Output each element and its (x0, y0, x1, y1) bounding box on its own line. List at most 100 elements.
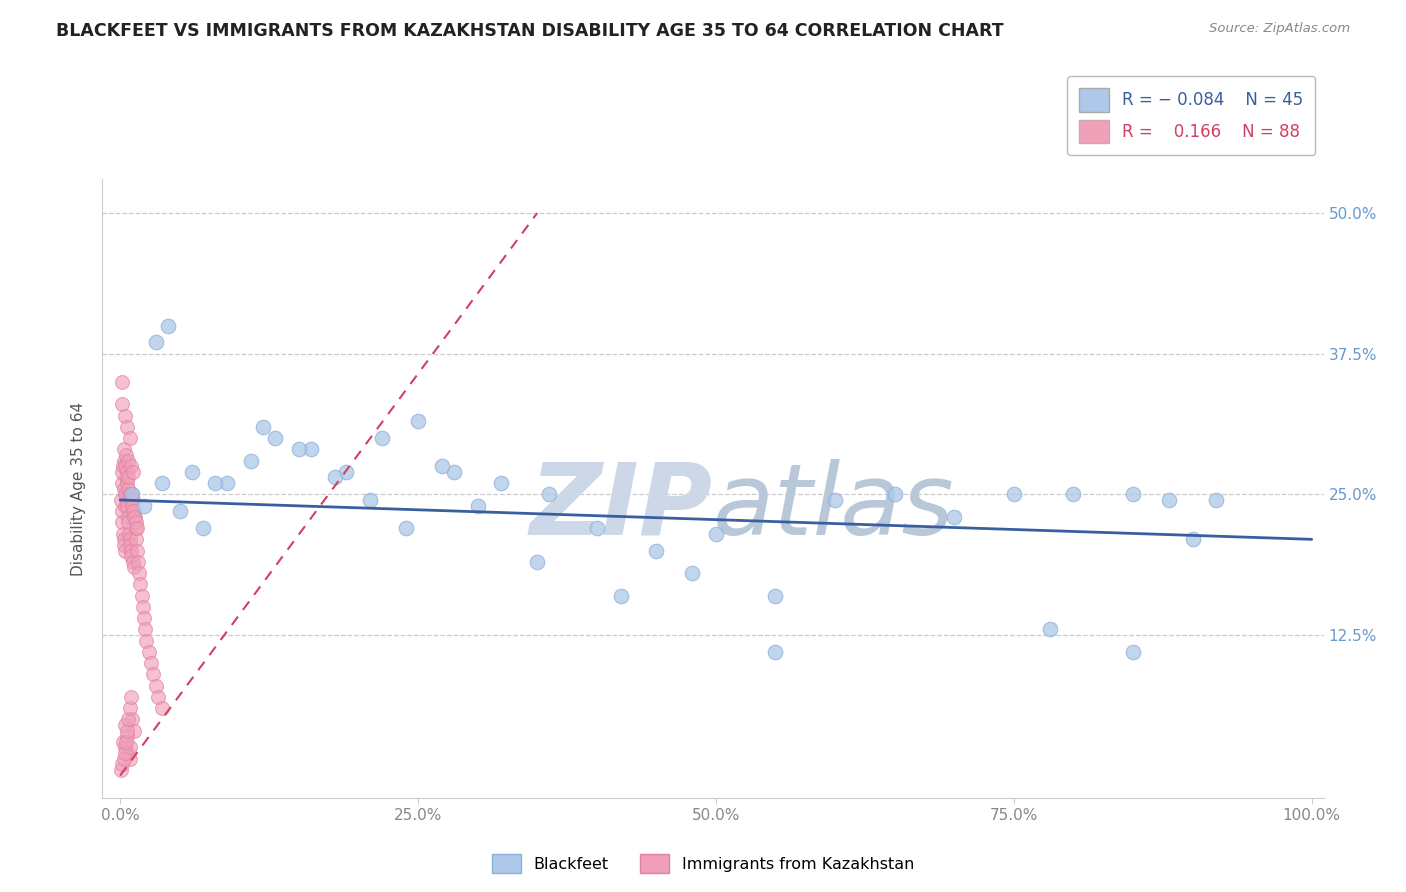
Point (121, 499, 143, 513)
Point (120, 538, 142, 552)
Point (139, 656, 162, 670)
Point (765, 589, 787, 603)
Point (115, 735, 138, 749)
Point (120, 492, 142, 507)
Point (121, 487, 143, 501)
Point (115, 448, 138, 462)
Point (111, 375, 134, 389)
Text: Source: ZipAtlas.com: Source: ZipAtlas.com (1209, 22, 1350, 36)
Point (114, 409, 136, 423)
Point (145, 679, 167, 693)
Point (129, 577, 152, 591)
Point (111, 516, 134, 530)
Point (117, 516, 139, 530)
Point (122, 560, 145, 574)
Y-axis label: Disability Age 35 to 64: Disability Age 35 to 64 (72, 401, 86, 575)
Point (117, 470, 139, 484)
Point (124, 509, 146, 524)
Point (1122, 487, 1144, 501)
Point (124, 723, 146, 738)
Point (112, 453, 135, 467)
Point (118, 526, 141, 541)
Point (1062, 487, 1084, 501)
Point (371, 431, 394, 445)
Point (120, 549, 142, 564)
Point (943, 509, 966, 524)
Point (122, 504, 145, 518)
Point (124, 516, 146, 530)
Point (118, 487, 141, 501)
Point (609, 589, 631, 603)
Point (112, 735, 135, 749)
Point (115, 723, 138, 738)
Point (264, 431, 287, 445)
Point (125, 521, 148, 535)
Point (115, 487, 138, 501)
Legend: Blackfeet, Immigrants from Kazakhstan: Blackfeet, Immigrants from Kazakhstan (485, 847, 921, 880)
Point (180, 465, 202, 479)
Point (217, 476, 239, 491)
Point (110, 763, 132, 777)
Point (120, 752, 142, 766)
Point (111, 757, 134, 772)
Point (395, 521, 418, 535)
Point (111, 397, 134, 411)
Point (134, 623, 156, 637)
Point (430, 459, 453, 474)
Point (111, 504, 134, 518)
Point (824, 492, 846, 507)
Point (359, 492, 381, 507)
Point (883, 487, 905, 501)
Point (252, 420, 274, 434)
Point (128, 566, 150, 580)
Point (132, 599, 155, 614)
Point (335, 465, 357, 479)
Point (323, 470, 346, 484)
Point (115, 492, 138, 507)
Legend: R = − 0.084    N = 45, R =    0.166    N = 88: R = − 0.084 N = 45, R = 0.166 N = 88 (1067, 77, 1315, 155)
Point (406, 414, 429, 428)
Point (645, 543, 668, 558)
Point (115, 476, 138, 491)
Point (112, 459, 135, 474)
Point (132, 611, 155, 625)
Point (681, 566, 703, 580)
Point (156, 318, 179, 333)
Text: ZIP: ZIP (530, 458, 713, 556)
Point (112, 442, 135, 457)
Text: BLACKFEET VS IMMIGRANTS FROM KAZAKHSTAN DISABILITY AGE 35 TO 64 CORRELATION CHAR: BLACKFEET VS IMMIGRANTS FROM KAZAKHSTAN … (56, 22, 1004, 40)
Point (118, 701, 141, 715)
Point (117, 482, 139, 496)
Point (114, 543, 136, 558)
Point (288, 442, 311, 457)
Point (114, 499, 136, 513)
Point (135, 633, 157, 648)
Point (1181, 533, 1204, 547)
Point (115, 465, 138, 479)
Point (118, 740, 141, 755)
Point (121, 487, 143, 501)
Point (204, 476, 226, 491)
Point (1157, 492, 1180, 507)
Point (467, 499, 489, 513)
Point (125, 543, 148, 558)
Point (121, 492, 143, 507)
Point (240, 453, 263, 467)
Point (124, 504, 146, 518)
Point (120, 690, 142, 704)
Point (121, 712, 143, 726)
Point (704, 526, 727, 541)
Point (443, 465, 465, 479)
Point (132, 499, 155, 513)
Point (115, 729, 138, 743)
Point (1122, 645, 1144, 659)
Point (120, 543, 142, 558)
Point (112, 538, 135, 552)
Point (124, 509, 146, 524)
Point (114, 740, 136, 755)
Point (112, 526, 135, 541)
Point (117, 746, 139, 760)
Point (115, 499, 138, 513)
Point (118, 533, 141, 547)
Point (122, 465, 145, 479)
